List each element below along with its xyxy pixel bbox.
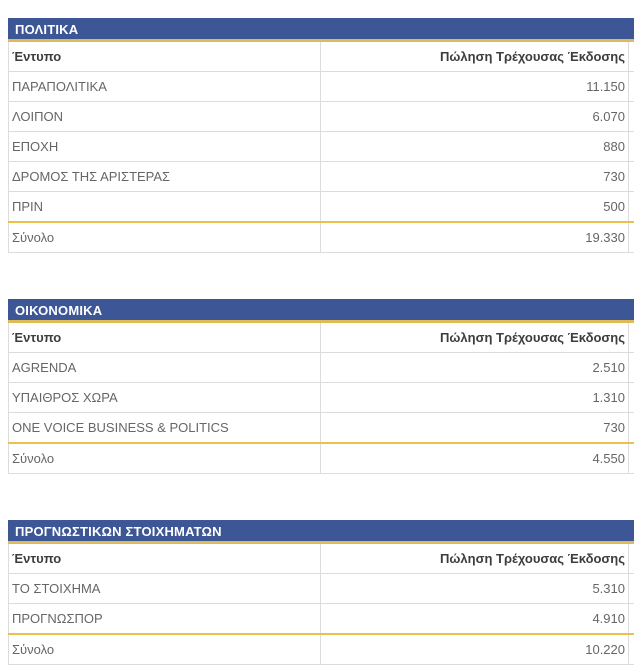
category-title: ΟΙΚΟΝΟΜΙΚΑ — [15, 303, 102, 318]
sales-value-cell: 5.310 — [321, 574, 629, 604]
col-header-sales: Πώληση Τρέχουσας Έκδοσης — [321, 323, 629, 353]
row-spacer-cell — [629, 413, 634, 444]
column-header-row: Έντυπο Πώληση Τρέχουσας Έκδοσης — [9, 323, 634, 353]
report-table: Έντυπο Πώληση Τρέχουσας Έκδοσης ΠΑΡΑΠΟΛΙ… — [8, 42, 634, 253]
publication-cell: AGRENDA — [9, 353, 321, 383]
category-title: ΠΡΟΓΝΩΣΤΙΚΩΝ ΣΤΟΙΧΗΜΑΤΩΝ — [15, 524, 222, 539]
header-spacer-cell — [629, 323, 634, 353]
sales-value-cell: 730 — [321, 162, 629, 192]
total-value-cell: 4.550 — [321, 443, 629, 474]
header-spacer-cell — [629, 42, 634, 72]
column-header-row: Έντυπο Πώληση Τρέχουσας Έκδοσης — [9, 42, 634, 72]
row-spacer-cell — [629, 383, 634, 413]
publication-cell: ΠΑΡΑΠΟΛΙΤΙΚΑ — [9, 72, 321, 102]
total-spacer-cell — [629, 634, 634, 665]
publication-cell: ΕΠΟΧΗ — [9, 132, 321, 162]
category-panels-container: ΠΟΛΙΤΙΚΑ Έντυπο Πώληση Τρέχουσας Έκδοσης… — [8, 18, 634, 665]
sales-value-cell: 11.150 — [321, 72, 629, 102]
row-spacer-cell — [629, 162, 634, 192]
row-spacer-cell — [629, 72, 634, 102]
publication-cell: ONE VOICE BUSINESS & POLITICS — [9, 413, 321, 444]
total-label-cell: Σύνολο — [9, 443, 321, 474]
sales-value-cell: 880 — [321, 132, 629, 162]
row-spacer-cell — [629, 192, 634, 223]
sales-value-cell: 6.070 — [321, 102, 629, 132]
column-header-row: Έντυπο Πώληση Τρέχουσας Έκδοσης — [9, 544, 634, 574]
sales-value-cell: 1.310 — [321, 383, 629, 413]
publication-cell: ΤΟ ΣΤΟΙΧΗΜΑ — [9, 574, 321, 604]
row-spacer-cell — [629, 102, 634, 132]
col-header-publication: Έντυπο — [9, 323, 321, 353]
sales-value-cell: 2.510 — [321, 353, 629, 383]
report-table: Έντυπο Πώληση Τρέχουσας Έκδοσης ΤΟ ΣΤΟΙΧ… — [8, 544, 634, 665]
total-value-cell: 10.220 — [321, 634, 629, 665]
total-spacer-cell — [629, 443, 634, 474]
publication-cell: ΠΡΟΓΝΩΣΠΟΡ — [9, 604, 321, 635]
publication-cell: ΠΡΙΝ — [9, 192, 321, 223]
col-header-sales: Πώληση Τρέχουσας Έκδοσης — [321, 42, 629, 72]
total-value-cell: 19.330 — [321, 222, 629, 253]
col-header-publication: Έντυπο — [9, 42, 321, 72]
total-label-cell: Σύνολο — [9, 222, 321, 253]
publication-cell: ΥΠΑΙΘΡΟΣ ΧΩΡΑ — [9, 383, 321, 413]
row-spacer-cell — [629, 353, 634, 383]
total-spacer-cell — [629, 222, 634, 253]
sales-value-cell: 730 — [321, 413, 629, 444]
total-row: Σύνολο 19.330 — [9, 222, 634, 253]
total-label-cell: Σύνολο — [9, 634, 321, 665]
category-panel: ΟΙΚΟΝΟΜΙΚΑ Έντυπο Πώληση Τρέχουσας Έκδοσ… — [8, 299, 634, 474]
publication-cell: ΛΟΙΠΟΝ — [9, 102, 321, 132]
col-header-publication: Έντυπο — [9, 544, 321, 574]
category-header-bar: ΠΟΛΙΤΙΚΑ — [8, 18, 634, 42]
row-spacer-cell — [629, 132, 634, 162]
category-title: ΠΟΛΙΤΙΚΑ — [15, 22, 78, 37]
category-header-bar: ΠΡΟΓΝΩΣΤΙΚΩΝ ΣΤΟΙΧΗΜΑΤΩΝ — [8, 520, 634, 544]
total-row: Σύνολο 4.550 — [9, 443, 634, 474]
category-header-bar: ΟΙΚΟΝΟΜΙΚΑ — [8, 299, 634, 323]
col-header-sales: Πώληση Τρέχουσας Έκδοσης — [321, 544, 629, 574]
sales-value-cell: 4.910 — [321, 604, 629, 635]
row-spacer-cell — [629, 574, 634, 604]
publication-cell: ΔΡΟΜΟΣ ΤΗΣ ΑΡΙΣΤΕΡΑΣ — [9, 162, 321, 192]
total-row: Σύνολο 10.220 — [9, 634, 634, 665]
header-spacer-cell — [629, 544, 634, 574]
category-panel: ΠΟΛΙΤΙΚΑ Έντυπο Πώληση Τρέχουσας Έκδοσης… — [8, 18, 634, 253]
category-panel: ΠΡΟΓΝΩΣΤΙΚΩΝ ΣΤΟΙΧΗΜΑΤΩΝ Έντυπο Πώληση Τ… — [8, 520, 634, 665]
row-spacer-cell — [629, 604, 634, 635]
sales-value-cell: 500 — [321, 192, 629, 223]
